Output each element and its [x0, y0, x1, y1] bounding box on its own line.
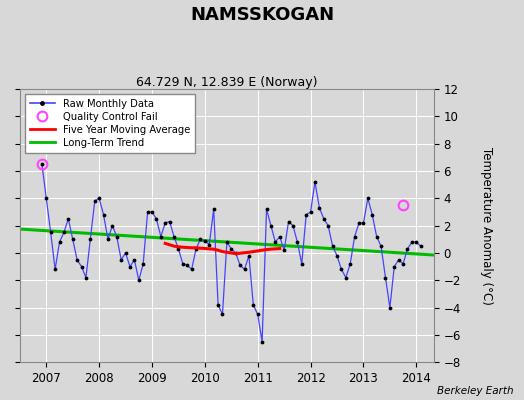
Legend: Raw Monthly Data, Quality Control Fail, Five Year Moving Average, Long-Term Tren: Raw Monthly Data, Quality Control Fail, …	[25, 94, 195, 153]
Title: 64.729 N, 12.839 E (Norway): 64.729 N, 12.839 E (Norway)	[136, 76, 318, 89]
Text: NAMSSKOGAN: NAMSSKOGAN	[190, 6, 334, 24]
Y-axis label: Temperature Anomaly (°C): Temperature Anomaly (°C)	[481, 147, 493, 304]
Text: Berkeley Earth: Berkeley Earth	[437, 386, 514, 396]
